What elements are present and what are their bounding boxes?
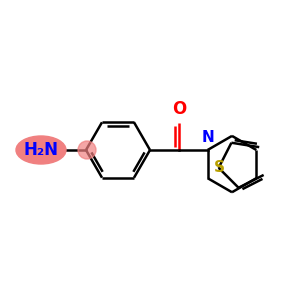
- Text: N: N: [201, 130, 214, 145]
- Text: S: S: [214, 160, 225, 175]
- Text: O: O: [172, 100, 186, 118]
- Text: H₂N: H₂N: [23, 141, 58, 159]
- Ellipse shape: [78, 141, 96, 159]
- Ellipse shape: [16, 136, 66, 164]
